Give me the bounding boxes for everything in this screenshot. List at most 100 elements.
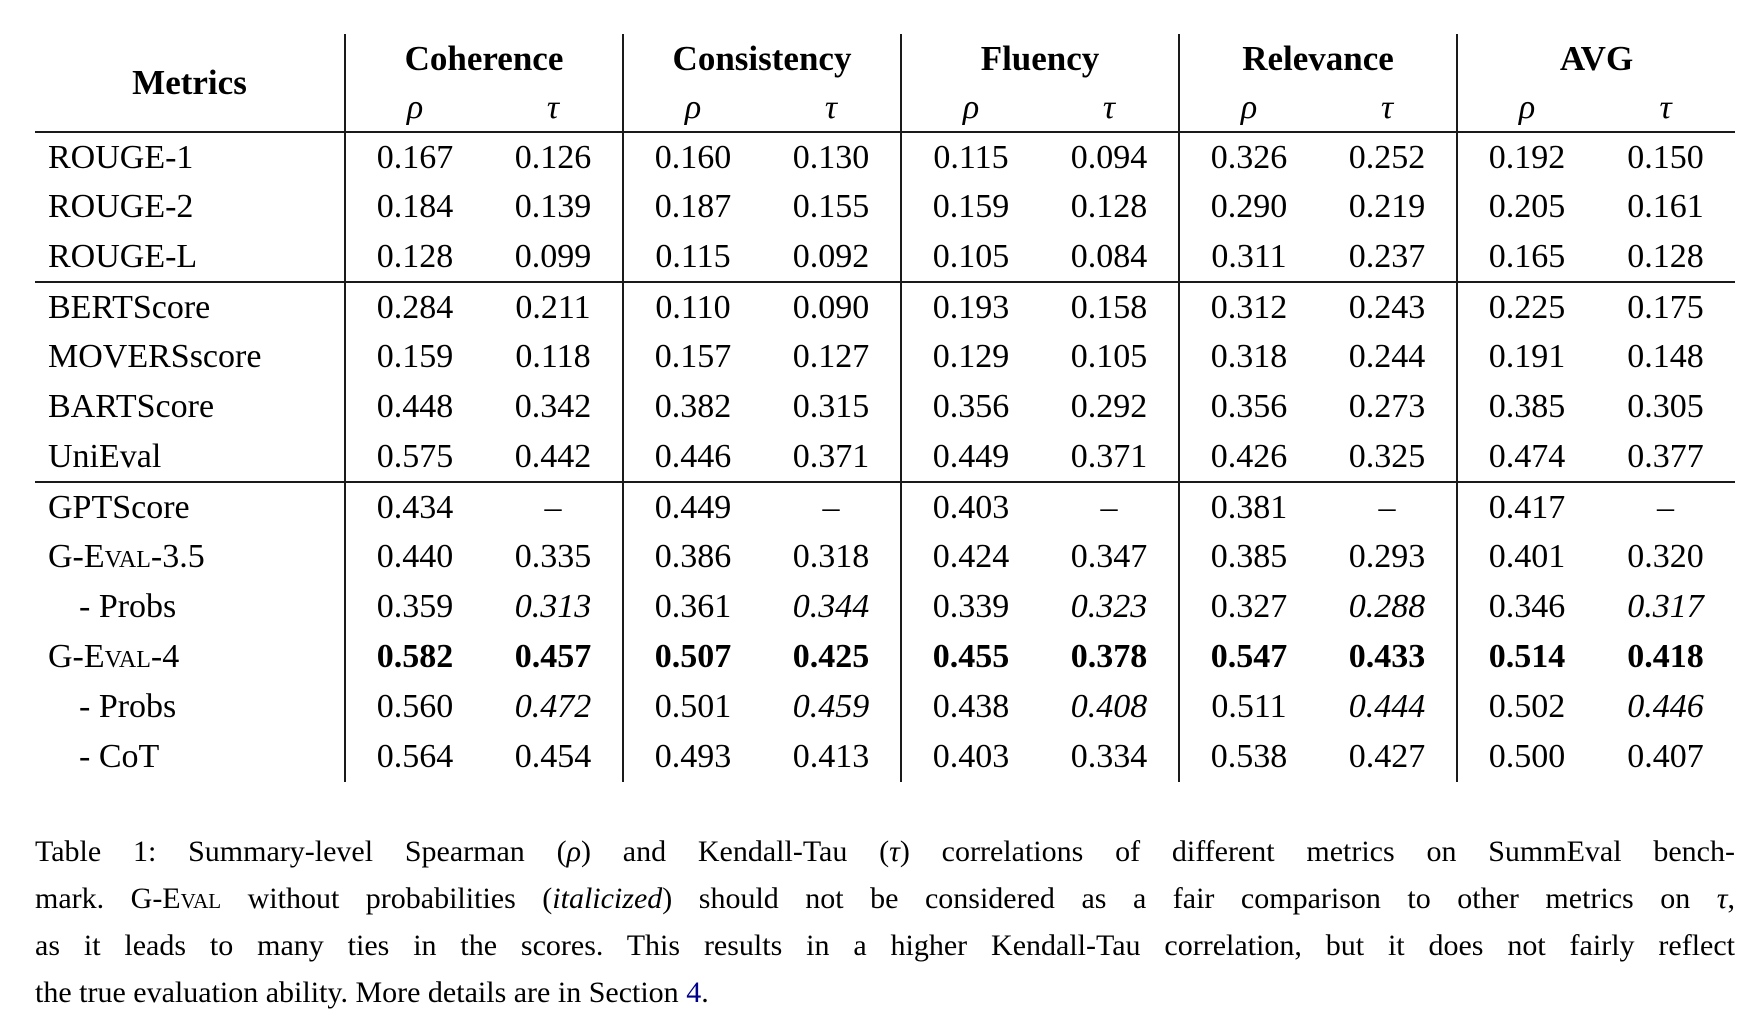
metric-value: 0.225 — [1456, 281, 1597, 332]
metric-value: 0.472 — [514, 688, 592, 725]
metric-value: 0.312 — [1178, 281, 1319, 332]
metric-value: 0.334 — [1070, 738, 1148, 775]
metric-value: 0.327 — [1178, 582, 1319, 632]
metric-value: 0.326 — [1178, 132, 1319, 182]
metric-value: 0.335 — [514, 538, 592, 575]
metric-name: GPTScore — [35, 481, 345, 532]
metric-value: 0.356 — [900, 382, 1040, 432]
metric-value: 0.454 — [514, 738, 592, 775]
metric-value: 0.514 — [1456, 632, 1597, 682]
caption-line: as it leads to many ties in the scores. … — [35, 922, 1735, 969]
metric-value: 0.288 — [1348, 588, 1426, 625]
metric-value: 0.115 — [900, 132, 1040, 182]
rho-header-relevance: ρ — [1178, 84, 1319, 133]
metric-value: – — [1318, 481, 1458, 532]
metric-value: 0.323 — [1070, 588, 1148, 625]
tau-header-relevance: τ — [1318, 84, 1458, 133]
metric-value: 0.408 — [1070, 688, 1148, 725]
metric-value: 0.427 — [1348, 738, 1426, 775]
caption-text: mark. — [35, 882, 131, 915]
caption-text: τ — [1716, 882, 1728, 915]
tau-header-coherence: τ — [484, 84, 623, 133]
metric-value: 0.105 — [900, 232, 1040, 282]
metric-value: 0.446 — [1627, 688, 1704, 725]
metric-value: 0.320 — [1627, 538, 1704, 575]
metric-name: G-Eval-4 — [48, 638, 180, 675]
metric-value: 0.418 — [1627, 638, 1704, 675]
table-row: ROUGE-L 0.128 0.099 0.115 0.092 0.105 0.084 0.3… — [35, 232, 1735, 282]
metric-value: 0.311 — [1178, 232, 1319, 282]
tau-header-fluency: τ — [1040, 84, 1180, 133]
metric-value: 0.407 — [1627, 738, 1704, 775]
metric-value: 0.129 — [900, 332, 1040, 382]
metric-value: 0.560 — [344, 682, 484, 732]
metric-value: 0.130 — [792, 138, 870, 176]
metric-value: 0.161 — [1627, 188, 1704, 225]
metric-value: 0.377 — [1627, 437, 1704, 475]
metric-value: 0.187 — [622, 182, 762, 232]
caption-line: the true evaluation ability. More detail… — [35, 969, 1735, 1016]
metric-value: 0.347 — [1070, 538, 1148, 575]
metric-value: 0.084 — [1070, 237, 1148, 275]
rho-header-coherence: ρ — [344, 84, 484, 133]
metric-value: 0.385 — [1178, 532, 1319, 582]
metric-value: 0.500 — [1456, 732, 1597, 782]
metric-name: G-Eval-3.5 — [48, 538, 205, 575]
metric-name: MOVERSscore — [48, 338, 262, 375]
metric-value: 0.459 — [792, 688, 870, 725]
caption-text: τ — [889, 835, 900, 868]
metric-value: 0.386 — [622, 532, 762, 582]
metric-value: 0.446 — [622, 432, 762, 482]
caption-text: italicized — [552, 882, 663, 915]
tau-header-consistency: τ — [762, 84, 901, 133]
metric-value: 0.342 — [514, 388, 592, 425]
metric-name: ROUGE-L — [48, 237, 198, 275]
metric-value: 0.099 — [514, 237, 592, 275]
metric-value: 0.434 — [344, 481, 484, 532]
metric-value: 0.538 — [1178, 732, 1319, 782]
metric-value: 0.346 — [1456, 582, 1597, 632]
rho-header-avg: ρ — [1456, 84, 1597, 133]
metric-value: 0.442 — [514, 437, 592, 475]
metric-value: 0.155 — [792, 188, 870, 225]
metric-value: 0.448 — [344, 382, 484, 432]
metric-value: 0.417 — [1456, 481, 1597, 532]
metric-value: 0.211 — [484, 281, 623, 332]
metric-value: 0.105 — [1070, 338, 1148, 375]
metric-value: 0.502 — [1456, 682, 1597, 732]
table-row: ROUGE-2 0.184 0.139 0.187 0.155 0.159 0.128 0.2… — [35, 182, 1735, 232]
section-4-link[interactable]: 4 — [686, 976, 702, 1009]
metric-value: 0.157 — [622, 332, 762, 382]
metric-value: 0.371 — [1070, 437, 1148, 475]
group-header-consistency: Consistency — [622, 34, 901, 84]
metric-value: – — [484, 481, 623, 532]
metric-value: 0.160 — [622, 132, 762, 182]
metric-value: 0.115 — [622, 232, 762, 282]
metric-value: 0.150 — [1627, 138, 1704, 176]
metric-value: 0.356 — [1178, 382, 1319, 432]
metric-value: 0.110 — [622, 281, 762, 332]
metric-value: 0.455 — [900, 632, 1040, 682]
metric-name: BARTScore — [48, 388, 215, 425]
metric-value: 0.315 — [792, 388, 870, 425]
metric-value: 0.381 — [1178, 481, 1319, 532]
metric-value: 0.237 — [1348, 237, 1426, 275]
metric-value: 0.243 — [1318, 281, 1458, 332]
metric-value: 0.457 — [514, 638, 592, 675]
metric-name: ROUGE-1 — [48, 138, 194, 176]
metric-value: 0.175 — [1596, 281, 1736, 332]
metric-value: 0.159 — [344, 332, 484, 382]
metric-value: – — [1040, 481, 1180, 532]
metric-value: 0.273 — [1348, 388, 1426, 425]
metric-value: 0.501 — [622, 682, 762, 732]
metric-value: 0.438 — [900, 682, 1040, 732]
metric-value: 0.433 — [1348, 638, 1426, 675]
group-header-coherence: Coherence — [344, 34, 623, 84]
caption-text: the true evaluation ability. More detail… — [35, 976, 687, 1009]
group-header-avg: AVG — [1456, 34, 1736, 84]
metric-value: 0.167 — [344, 132, 484, 182]
table-row: G-Eval-4 0.582 0.457 0.507 0.425 0.455 0.378 0.… — [35, 632, 1735, 682]
metric-name: - Probs — [79, 588, 177, 625]
table-row: - CoT 0.564 0.454 0.493 0.413 0.403 0.334 0.538… — [35, 732, 1735, 782]
